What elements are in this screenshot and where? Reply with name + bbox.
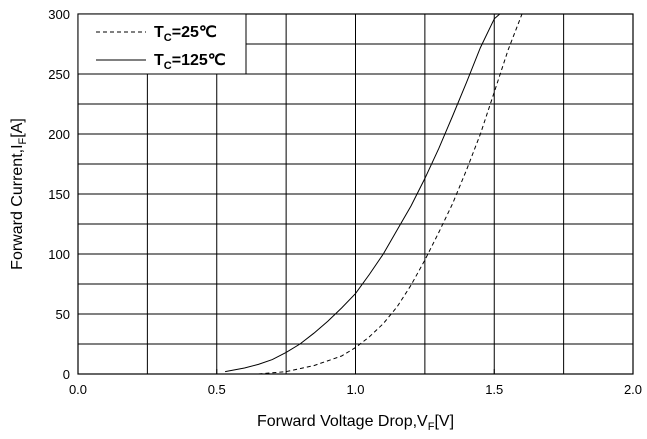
y-tick-label: 0 [63, 367, 70, 382]
series-line-tc125 [225, 13, 501, 373]
y-tick-label: 300 [48, 7, 70, 22]
y-axis-ticks: 0 50 100 150 200 250 300 [48, 7, 83, 382]
x-tick-label: 0.5 [208, 382, 226, 397]
y-tick-label: 250 [48, 67, 70, 82]
legend-label-tc25: TC=25℃ [154, 24, 217, 44]
x-axis-title: Forward Voltage Drop,VF[V] [257, 413, 454, 433]
x-tick-label: 0.0 [69, 382, 87, 397]
legend-box [77, 13, 247, 75]
y-tick-label: 150 [48, 187, 70, 202]
y-tick-label: 200 [48, 127, 70, 142]
y-tick-label: 100 [48, 247, 70, 262]
x-tick-label: 1.0 [346, 382, 364, 397]
legend: TC=25℃ TC=125℃ [77, 13, 247, 75]
legend-label-tc125: TC=125℃ [154, 52, 226, 72]
x-tick-label: 1.5 [485, 382, 503, 397]
data-curves [225, 13, 523, 375]
grid-lines [78, 14, 633, 374]
y-tick-label: 50 [56, 307, 70, 322]
series-line-tc25 [258, 13, 523, 375]
y-axis-title: Forward Current,IF[A] [9, 118, 29, 270]
x-axis-ticks: 0.0 0.5 1.0 1.5 2.0 [69, 369, 642, 397]
x-tick-label: 2.0 [624, 382, 642, 397]
